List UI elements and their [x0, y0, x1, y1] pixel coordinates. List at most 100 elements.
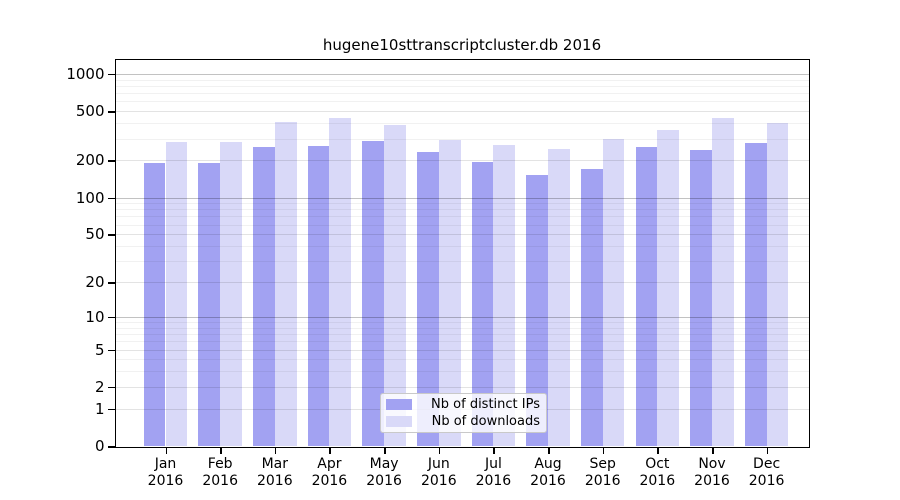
- x-tick-oct: [657, 447, 659, 454]
- bar-nb-of-distinct-ips-jan: [143, 162, 166, 446]
- bar-nb-of-distinct-ips-nov: [690, 149, 712, 446]
- bar-nb-of-downloads-feb: [220, 142, 242, 446]
- y-tick-0: [107, 446, 115, 448]
- y-tick-label-50: 50: [85, 225, 105, 244]
- gridline-80: [116, 209, 809, 211]
- gridline-500: [116, 111, 809, 113]
- bar-nb-of-downloads-may: [384, 125, 406, 446]
- gridline-5: [116, 349, 809, 351]
- x-tick-mar: [274, 447, 277, 454]
- bar-nb-of-downloads-jul: [493, 144, 516, 446]
- x-tick-label-aug: Aug 2016: [530, 456, 566, 489]
- gridline-50: [116, 234, 809, 236]
- bar-nb-of-distinct-ips-feb: [198, 162, 221, 446]
- bar-nb-of-distinct-ips-may: [362, 140, 385, 446]
- gridline-200: [116, 160, 809, 162]
- x-tick-jul: [493, 447, 495, 454]
- y-tick-label-5: 5: [94, 340, 105, 359]
- x-tick-sep: [602, 447, 605, 454]
- gridline-20: [116, 282, 809, 283]
- legend-item-distinct-ips: Nb of distinct IPs: [386, 397, 540, 412]
- legend-swatch-downloads: [386, 415, 412, 427]
- y-tick-label-1: 1: [94, 399, 105, 418]
- gridline-6: [116, 341, 809, 343]
- x-tick-label-oct: Oct 2016: [639, 456, 676, 489]
- bar-nb-of-distinct-ips-jun: [416, 152, 439, 446]
- gridline-1000: [116, 73, 809, 75]
- x-tick-label-jan: Jan 2016: [147, 456, 184, 489]
- gridline-60: [116, 224, 809, 226]
- gridline-300: [116, 138, 809, 140]
- y-tick-100: [107, 197, 115, 199]
- y-tick-label-20: 20: [85, 273, 105, 291]
- bar-nb-of-distinct-ips-aug: [526, 174, 549, 446]
- gridline-7: [116, 334, 809, 335]
- y-tick-1: [107, 408, 115, 411]
- y-tick-label-100: 100: [75, 188, 105, 207]
- legend-label-downloads: Nb of downloads: [431, 413, 540, 429]
- bar-nb-of-distinct-ips-sep: [580, 168, 603, 446]
- y-tick-1000: [107, 73, 115, 76]
- x-tick-aug: [548, 447, 550, 454]
- x-tick-label-jul: Jul 2016: [475, 456, 512, 489]
- bar-nb-of-downloads-jan: [165, 142, 188, 446]
- gridline-2: [116, 386, 809, 388]
- bar-nb-of-downloads-dec: [766, 122, 789, 446]
- x-tick-jan: [165, 447, 167, 454]
- gridline-600: [116, 101, 809, 103]
- x-tick-apr: [329, 447, 331, 454]
- gridline-30: [116, 261, 809, 263]
- y-tick-5: [107, 349, 115, 351]
- x-tick-may: [384, 447, 386, 454]
- y-tick-20: [107, 282, 115, 284]
- y-tick-label-1000: 1000: [66, 64, 105, 83]
- gridline-900: [116, 79, 809, 81]
- chart-title: hugene10sttranscriptcluster.db 2016: [322, 36, 602, 54]
- x-tick-label-nov: Nov 2016: [694, 456, 730, 489]
- y-tick-10: [107, 316, 115, 319]
- y-tick-label-500: 500: [75, 102, 105, 121]
- x-tick-dec: [766, 447, 769, 454]
- x-tick-label-apr: Apr 2016: [311, 456, 348, 489]
- y-tick-label-10: 10: [85, 307, 105, 326]
- gridline-8: [116, 327, 809, 329]
- gridline-4: [116, 359, 809, 361]
- x-tick-feb: [220, 447, 222, 454]
- gridline-800: [116, 85, 809, 87]
- x-tick-label-feb: Feb 2016: [202, 456, 238, 489]
- bar-nb-of-distinct-ips-dec: [744, 142, 767, 446]
- gridline-3: [116, 371, 809, 373]
- gridline-100: [116, 197, 809, 199]
- bar-nb-of-distinct-ips-mar: [253, 147, 275, 446]
- bar-nb-of-downloads-mar: [274, 121, 297, 446]
- legend-swatch-distinct-ips: [386, 399, 412, 411]
- y-tick-label-0: 0: [94, 437, 105, 455]
- x-tick-jun: [438, 447, 441, 454]
- x-tick-label-jun: Jun 2016: [420, 456, 457, 489]
- y-tick-500: [107, 111, 115, 113]
- y-tick-200: [107, 160, 115, 162]
- gridline-700: [116, 93, 809, 95]
- gridline-70: [116, 216, 809, 218]
- bar-nb-of-distinct-ips-apr: [307, 145, 330, 446]
- y-tick-label-200: 200: [75, 151, 105, 170]
- gridline-10: [116, 316, 809, 318]
- bar-nb-of-distinct-ips-jul: [471, 161, 494, 446]
- x-tick-label-dec: Dec 2016: [748, 456, 785, 489]
- x-tick-label-may: May 2016: [366, 456, 402, 489]
- legend-item-downloads: Nb of downloads: [386, 414, 540, 429]
- legend: Nb of distinct IPs Nb of downloads: [380, 393, 547, 433]
- y-tick-label-2: 2: [94, 377, 105, 396]
- bar-nb-of-downloads-nov: [712, 117, 734, 446]
- gridline-400: [116, 123, 809, 125]
- y-tick-50: [107, 234, 115, 236]
- bar-nb-of-distinct-ips-oct: [635, 146, 658, 446]
- x-tick-label-mar: Mar 2016: [256, 456, 293, 489]
- legend-label-distinct-ips: Nb of distinct IPs: [431, 397, 540, 413]
- y-tick-2: [107, 386, 115, 389]
- bar-nb-of-downloads-oct: [657, 129, 680, 446]
- gridline-9: [116, 322, 809, 323]
- bar-nb-of-downloads-apr: [329, 118, 352, 446]
- x-tick-label-sep: Sep 2016: [584, 456, 621, 489]
- x-tick-nov: [712, 447, 714, 454]
